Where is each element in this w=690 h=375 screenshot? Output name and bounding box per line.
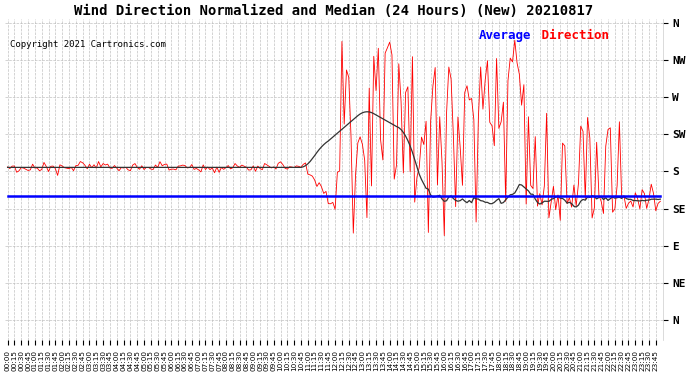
Title: Wind Direction Normalized and Median (24 Hours) (New) 20210817: Wind Direction Normalized and Median (24… <box>75 4 593 18</box>
Text: Direction: Direction <box>535 29 609 42</box>
Text: Copyright 2021 Cartronics.com: Copyright 2021 Cartronics.com <box>10 40 166 49</box>
Text: Average: Average <box>479 29 531 42</box>
